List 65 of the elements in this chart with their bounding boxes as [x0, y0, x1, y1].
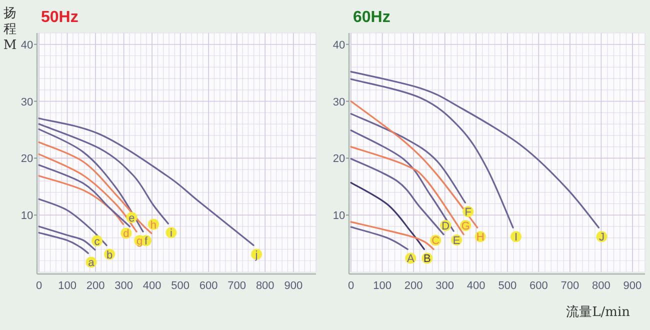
x-tick-label: 700 [228, 280, 246, 292]
series-label: g [136, 236, 143, 248]
x-tick-label: 500 [171, 280, 190, 292]
x-tick-label: 700 [560, 280, 580, 292]
line-series [38, 164, 131, 228]
series-label: h [150, 219, 157, 232]
line-series [38, 232, 89, 254]
series-label: D [442, 220, 450, 232]
series-label: d [123, 228, 130, 240]
y-tick-label: 20 [332, 153, 346, 166]
series-label: H [476, 232, 484, 244]
series-label: c [94, 236, 100, 248]
x-tick-label: 200 [404, 280, 423, 292]
series-label: b [106, 249, 113, 262]
y-tick-label: 10 [20, 210, 34, 222]
x-tick-label: 400 [466, 280, 486, 292]
x-tick-label: 0 [348, 280, 354, 292]
x-tick-label: 400 [142, 280, 162, 292]
series-label: B [424, 253, 431, 266]
y-axis-title: 扬程 M [3, 6, 17, 53]
x-tick-label: 900 [284, 280, 303, 292]
x-tick-label: 300 [436, 280, 454, 292]
x-tick-label: 300 [114, 280, 133, 292]
series-label: j [254, 249, 258, 262]
x-tick-label: 900 [623, 280, 642, 292]
series-label: J [598, 232, 604, 244]
line-series [38, 198, 108, 246]
x-tick-label: 600 [529, 280, 548, 292]
line-series [38, 118, 254, 246]
x-tick-label: 600 [199, 280, 218, 292]
line-series [350, 158, 444, 236]
x-tick-label: 800 [592, 280, 610, 292]
series-label: e [128, 212, 135, 224]
line-series [38, 175, 124, 225]
x-tick-label: 500 [498, 280, 517, 292]
line-series [350, 113, 466, 204]
y-tick-label: 20 [20, 153, 34, 166]
x-tick-label: 200 [86, 280, 105, 292]
line-series [38, 226, 96, 251]
line-series [350, 182, 425, 250]
series-label: C [432, 235, 440, 248]
series-label: i [170, 228, 172, 240]
chart-title: 50Hz [41, 9, 78, 26]
y-tick-label: 10 [332, 210, 346, 222]
chart-title: 60Hz [353, 9, 390, 26]
series-label: G [461, 220, 470, 232]
x-tick-label: 0 [36, 280, 42, 292]
y-tick-label: 40 [332, 39, 346, 52]
series-label: f [144, 236, 148, 248]
line-series [350, 130, 454, 232]
series-label: A [406, 253, 415, 266]
line-series [350, 70, 600, 228]
x-tick-label: 100 [373, 280, 392, 292]
x-axis-title: 流量L/min [566, 304, 631, 320]
line-series [350, 100, 478, 228]
y-tick-label: 30 [20, 96, 34, 108]
line-series [350, 78, 514, 228]
series-label: E [452, 235, 460, 248]
y-tick-label: 30 [332, 96, 346, 108]
y-tick-label: 40 [20, 39, 34, 52]
series-label: I [514, 232, 518, 244]
x-tick-label: 100 [58, 280, 76, 292]
series-label: a [88, 257, 96, 270]
series-label: F [464, 206, 472, 219]
x-tick-label: 800 [256, 280, 274, 292]
